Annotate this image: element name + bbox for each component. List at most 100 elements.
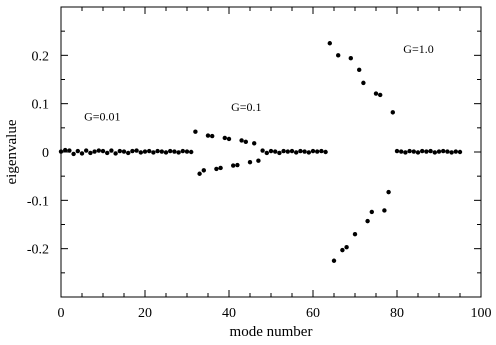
data-point (289, 148, 295, 154)
data-points (58, 41, 463, 263)
data-point (302, 149, 307, 154)
data-point (130, 148, 135, 154)
data-point (163, 150, 169, 155)
x-tick-label: 40 (222, 306, 236, 321)
data-point (411, 149, 416, 154)
data-point (79, 151, 85, 156)
data-point (189, 149, 194, 155)
data-point (168, 148, 173, 154)
data-point (407, 148, 412, 154)
data-point (226, 136, 232, 142)
data-point (281, 148, 286, 154)
data-point (344, 245, 349, 250)
data-point (113, 151, 118, 156)
annotation-label: G=1.0 (403, 42, 433, 56)
data-point (62, 147, 68, 153)
x-tick-label: 0 (58, 306, 65, 321)
data-point (319, 148, 324, 154)
data-point (142, 149, 148, 154)
data-point (88, 150, 93, 156)
y-tick-label: -0.1 (27, 194, 49, 209)
data-point (96, 148, 102, 153)
data-point (394, 148, 400, 154)
data-point (151, 150, 156, 155)
y-tick-label: -0.2 (27, 243, 49, 258)
data-point (197, 171, 202, 176)
axis-ticks (60, 7, 482, 297)
data-point (428, 148, 433, 154)
data-point (432, 150, 437, 155)
data-point (138, 150, 143, 155)
data-point (315, 149, 320, 154)
x-tick-label: 20 (138, 306, 152, 321)
data-point (260, 148, 265, 153)
y-axis-label: eigenvalue (4, 119, 20, 184)
data-point (121, 149, 127, 154)
data-point (424, 149, 429, 154)
data-point (390, 110, 395, 115)
data-point (340, 247, 345, 253)
data-point (331, 258, 337, 263)
data-point (176, 150, 181, 155)
data-point (231, 163, 236, 168)
data-point (172, 149, 177, 154)
tick-labels: 0 20 40 60 80 100 -0.2 -0.1 0 0.1 0.2 (27, 49, 492, 321)
data-point (222, 135, 227, 141)
x-tick-label: 100 (471, 306, 492, 321)
data-point (361, 80, 366, 86)
data-point (205, 133, 211, 138)
annotation-label: G=0.1 (231, 100, 261, 114)
data-point (273, 149, 278, 154)
data-point (294, 150, 299, 155)
data-point (336, 53, 341, 58)
data-point (436, 149, 442, 154)
data-point (415, 150, 421, 155)
data-point (285, 149, 290, 154)
data-point (109, 148, 114, 153)
data-point (235, 162, 240, 168)
x-axis-label: mode number (230, 324, 313, 340)
data-point (184, 149, 190, 154)
data-point (365, 218, 370, 224)
data-point (180, 148, 185, 154)
data-point (369, 209, 374, 215)
data-point (201, 168, 206, 173)
data-point (382, 208, 387, 213)
data-point (445, 149, 450, 154)
data-point (84, 148, 89, 153)
data-point (264, 150, 269, 156)
data-point (218, 165, 223, 171)
data-point (252, 141, 257, 146)
data-point (357, 67, 362, 73)
data-point (193, 129, 198, 134)
data-point (243, 139, 248, 145)
data-point (100, 148, 106, 154)
annotations: G=0.01 G=0.1 G=1.0 (84, 42, 434, 124)
data-point (126, 150, 131, 156)
data-point (268, 148, 274, 154)
x-tick-label: 80 (390, 306, 404, 321)
data-point (159, 149, 164, 154)
data-point (134, 148, 139, 153)
data-point (373, 91, 379, 96)
data-point (453, 149, 458, 154)
data-point (92, 149, 97, 154)
data-point (277, 150, 282, 156)
data-point (247, 159, 253, 165)
data-point (155, 148, 160, 154)
data-point (256, 158, 261, 163)
data-point (352, 231, 358, 237)
y-tick-label: 0.2 (32, 49, 50, 64)
y-tick-label: 0 (42, 146, 49, 161)
data-point (67, 148, 72, 153)
data-point (403, 150, 408, 155)
data-point (117, 148, 123, 154)
data-point (399, 149, 404, 154)
data-point (420, 148, 425, 154)
data-point (214, 166, 219, 172)
y-tick-label: 0.1 (32, 98, 50, 113)
data-point (449, 150, 454, 155)
data-point (210, 133, 215, 139)
data-point (323, 149, 328, 155)
